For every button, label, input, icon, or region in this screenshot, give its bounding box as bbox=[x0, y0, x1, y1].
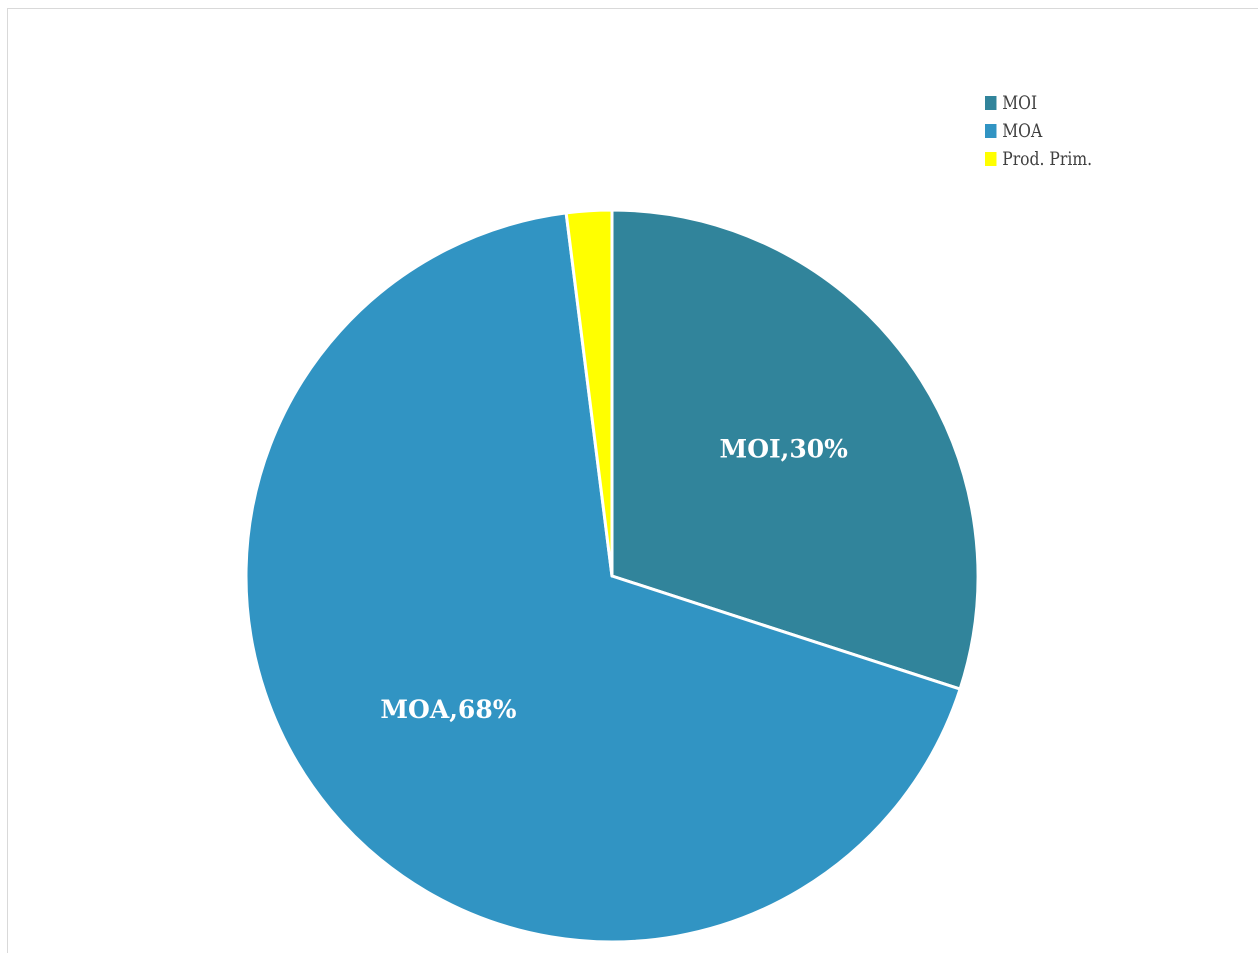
legend-swatch-prod-prim bbox=[985, 152, 997, 166]
legend-swatch-moa bbox=[985, 124, 997, 138]
legend-item-moi: MOI bbox=[985, 89, 1092, 117]
legend-swatch-moi bbox=[985, 96, 997, 110]
pie-slices bbox=[244, 208, 980, 944]
pie-slice-moi bbox=[610, 208, 980, 691]
legend-label-moa: MOA bbox=[1002, 120, 1043, 142]
data-label-moa: MOA,68% bbox=[380, 695, 516, 724]
pie-slice-moa bbox=[244, 211, 962, 944]
legend-item-prod-prim: Prod. Prim. bbox=[985, 145, 1092, 173]
data-label-moi: MOI,30% bbox=[720, 435, 849, 464]
legend-label-prod-prim: Prod. Prim. bbox=[1002, 148, 1093, 170]
legend-item-moa: MOA bbox=[985, 117, 1092, 145]
slice-labels: MOI,30% MOA,68% bbox=[380, 435, 848, 724]
legend: MOI MOA Prod. Prim. bbox=[985, 89, 1092, 173]
legend-label-moi: MOI bbox=[1002, 92, 1038, 114]
pie-slice-prod-prim bbox=[564, 208, 614, 578]
